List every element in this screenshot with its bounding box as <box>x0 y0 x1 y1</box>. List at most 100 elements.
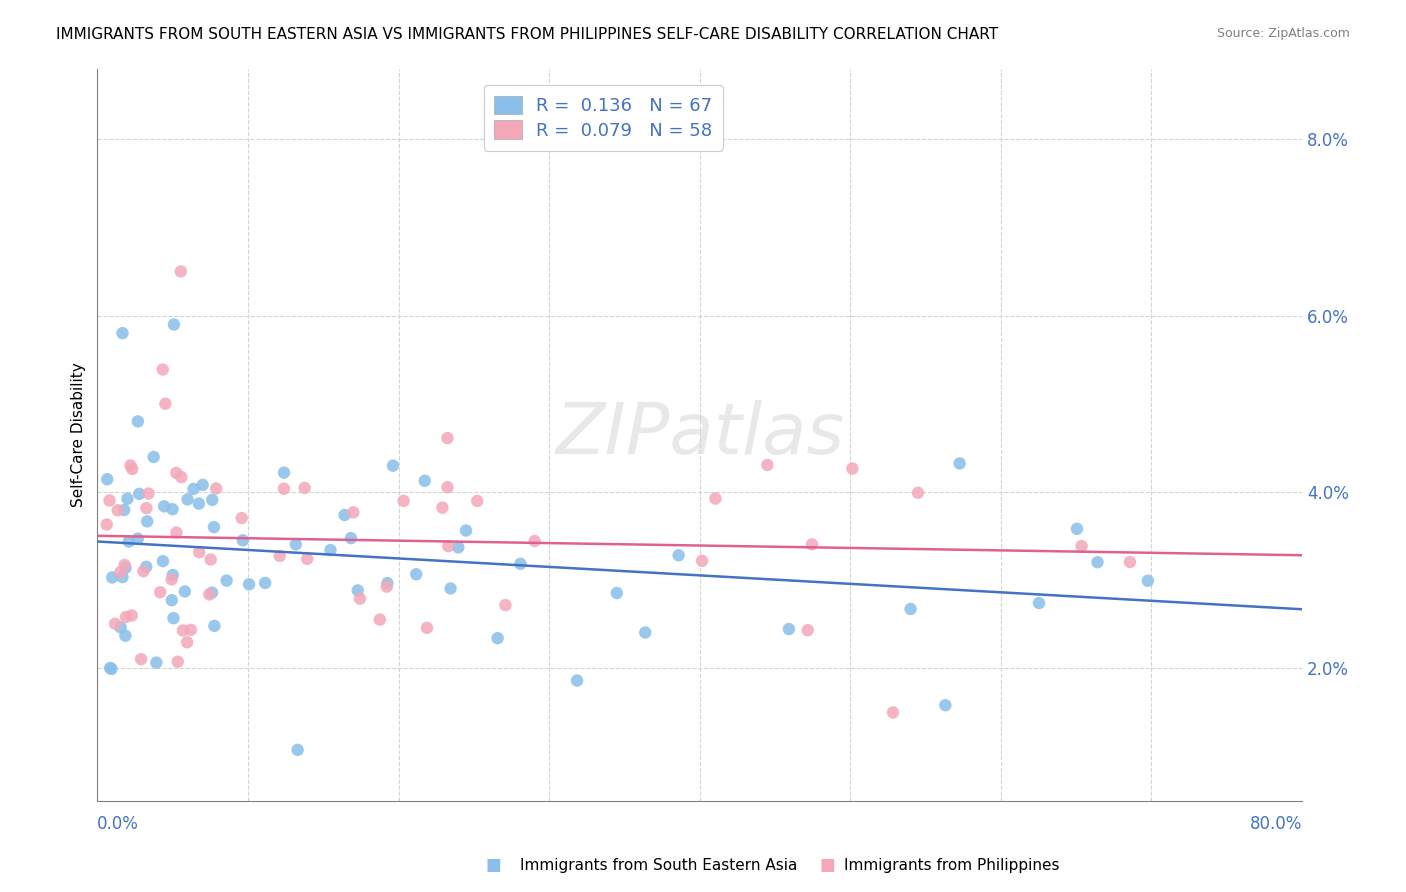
Point <box>121 462 143 476</box>
Point <box>495 598 517 612</box>
Point <box>162 611 184 625</box>
Point <box>135 501 157 516</box>
Text: Source: ZipAtlas.com: Source: ZipAtlas.com <box>1216 27 1350 40</box>
Point <box>201 492 224 507</box>
Point <box>454 524 477 538</box>
Point <box>232 533 254 548</box>
Point <box>231 511 253 525</box>
Point <box>188 545 211 559</box>
Point <box>115 610 138 624</box>
Point <box>165 466 187 480</box>
Point <box>114 558 136 572</box>
Text: ■: ■ <box>485 856 501 874</box>
Point <box>180 623 202 637</box>
Point <box>104 616 127 631</box>
Point <box>801 537 824 551</box>
Legend: R =  0.136   N = 67, R =  0.079   N = 58: R = 0.136 N = 67, R = 0.079 N = 58 <box>484 85 723 151</box>
Point <box>934 698 956 713</box>
Point <box>162 502 184 516</box>
Point <box>166 655 188 669</box>
Point <box>1136 574 1159 588</box>
Point <box>436 431 458 445</box>
Point <box>273 466 295 480</box>
Point <box>1087 555 1109 569</box>
Point <box>101 570 124 584</box>
Point <box>162 568 184 582</box>
Point <box>128 487 150 501</box>
Point <box>1066 522 1088 536</box>
Point <box>416 621 439 635</box>
Point <box>183 482 205 496</box>
Point <box>333 508 356 522</box>
Point <box>413 474 436 488</box>
Point <box>254 575 277 590</box>
Point <box>117 491 139 506</box>
Point <box>145 656 167 670</box>
Point <box>201 585 224 599</box>
Point <box>668 549 690 563</box>
Point <box>132 564 155 578</box>
Point <box>187 497 209 511</box>
Point <box>110 565 132 579</box>
Point <box>465 494 488 508</box>
Y-axis label: Self-Care Disability: Self-Care Disability <box>72 362 86 507</box>
Point <box>1070 539 1092 553</box>
Point <box>486 631 509 645</box>
Point <box>163 318 186 332</box>
Text: 0.0%: 0.0% <box>97 815 139 833</box>
Point <box>319 543 342 558</box>
Point <box>170 264 193 278</box>
Point <box>153 500 176 514</box>
Text: Immigrants from South Eastern Asia: Immigrants from South Eastern Asia <box>520 858 797 872</box>
Point <box>149 585 172 599</box>
Point <box>176 492 198 507</box>
Point <box>287 743 309 757</box>
Point <box>295 552 318 566</box>
Point <box>127 414 149 428</box>
Point <box>841 461 863 475</box>
Point <box>202 619 225 633</box>
Point <box>375 580 398 594</box>
Point <box>200 552 222 566</box>
Point <box>1028 596 1050 610</box>
Point <box>118 534 141 549</box>
Text: ZIPatlas: ZIPatlas <box>555 401 844 469</box>
Point <box>439 582 461 596</box>
Point <box>381 458 404 473</box>
Point <box>796 623 818 637</box>
Point <box>127 532 149 546</box>
Point <box>98 661 121 675</box>
Point <box>152 554 174 568</box>
Point <box>191 478 214 492</box>
Point <box>238 577 260 591</box>
Point <box>437 539 460 553</box>
Point <box>405 567 427 582</box>
Point <box>173 584 195 599</box>
Point <box>509 557 531 571</box>
Point <box>176 635 198 649</box>
Point <box>114 561 136 575</box>
Point <box>606 586 628 600</box>
Point <box>107 503 129 517</box>
Point <box>198 587 221 601</box>
Point <box>432 500 454 515</box>
Point <box>294 481 316 495</box>
Point <box>110 620 132 634</box>
Point <box>170 470 193 484</box>
Point <box>98 493 121 508</box>
Point <box>273 482 295 496</box>
Point <box>340 531 363 545</box>
Point <box>704 491 727 506</box>
Point <box>96 517 118 532</box>
Point <box>152 362 174 376</box>
Point <box>523 534 546 549</box>
Point <box>778 622 800 636</box>
Point <box>1119 555 1142 569</box>
Point <box>949 457 972 471</box>
Point <box>160 573 183 587</box>
Point <box>112 503 135 517</box>
Text: Immigrants from Philippines: Immigrants from Philippines <box>844 858 1059 872</box>
Point <box>111 326 134 340</box>
Point <box>436 480 458 494</box>
Point <box>269 549 291 563</box>
